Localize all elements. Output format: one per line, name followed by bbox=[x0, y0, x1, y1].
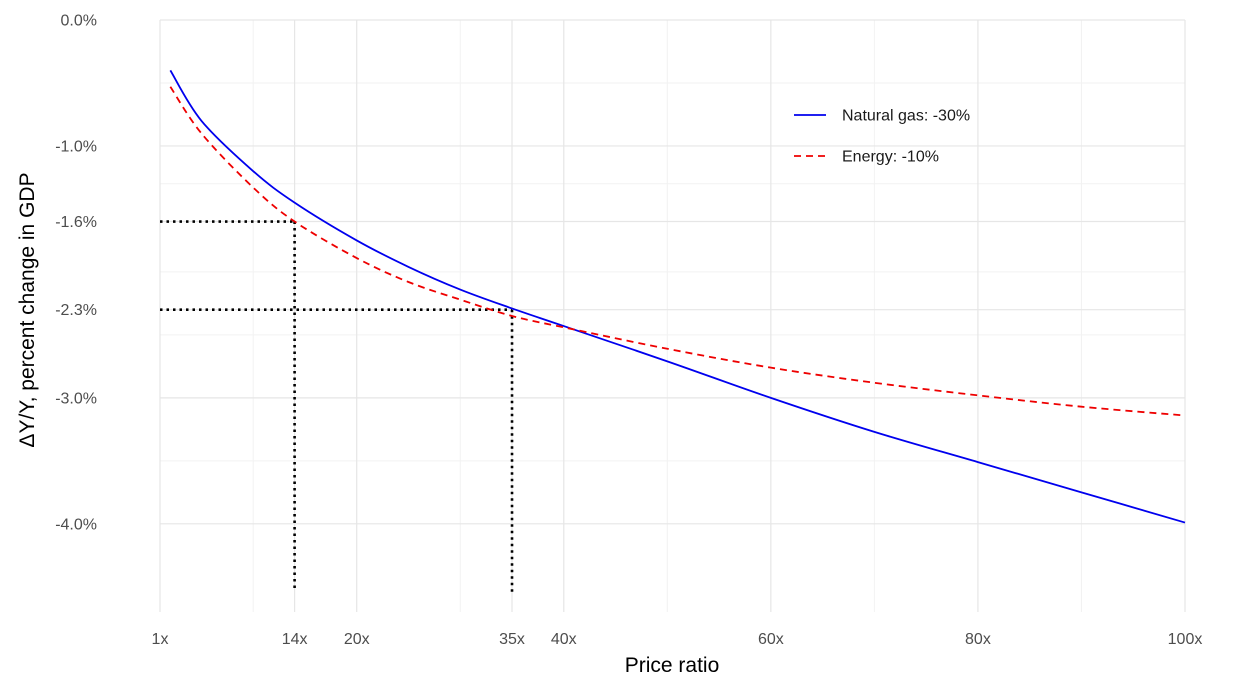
x-tick-label: 1x bbox=[152, 631, 169, 648]
y-tick-label: 0.0% bbox=[61, 13, 97, 30]
reference-lines bbox=[160, 220, 514, 592]
x-tick-label: 35x bbox=[499, 631, 525, 648]
y-axis-ticks: 0.0% -1.0% -1.6% -2.3% -3.0% -4.0% bbox=[55, 13, 97, 534]
grid bbox=[159, 19, 1186, 612]
x-axis-title: Price ratio bbox=[625, 654, 720, 677]
legend: Natural gas: -30% Energy: -10% bbox=[794, 108, 970, 166]
x-tick-label: 14x bbox=[282, 631, 308, 648]
y-tick-label: -1.6% bbox=[55, 214, 97, 231]
series-line-natural-gas bbox=[169, 69, 1186, 524]
y-tick-label: -1.0% bbox=[55, 138, 97, 155]
legend-label: Natural gas: -30% bbox=[842, 108, 970, 125]
y-tick-label: -4.0% bbox=[55, 516, 97, 533]
legend-label: Energy: -10% bbox=[842, 149, 939, 166]
x-tick-label: 40x bbox=[551, 631, 577, 648]
x-tick-label: 80x bbox=[965, 631, 991, 648]
y-tick-label: -3.0% bbox=[55, 390, 97, 407]
x-axis-ticks: 1x 14x 20x 35x 40x 60x 80x 100x bbox=[152, 631, 1203, 648]
x-tick-label: 60x bbox=[758, 631, 784, 648]
x-tick-label: 20x bbox=[344, 631, 370, 648]
y-tick-label: -2.3% bbox=[55, 302, 97, 319]
series bbox=[169, 69, 1186, 524]
y-axis-title: ΔY/Y, percent change in GDP bbox=[16, 172, 39, 447]
x-tick-label: 100x bbox=[1168, 631, 1203, 648]
series-line-energy bbox=[169, 86, 1186, 417]
